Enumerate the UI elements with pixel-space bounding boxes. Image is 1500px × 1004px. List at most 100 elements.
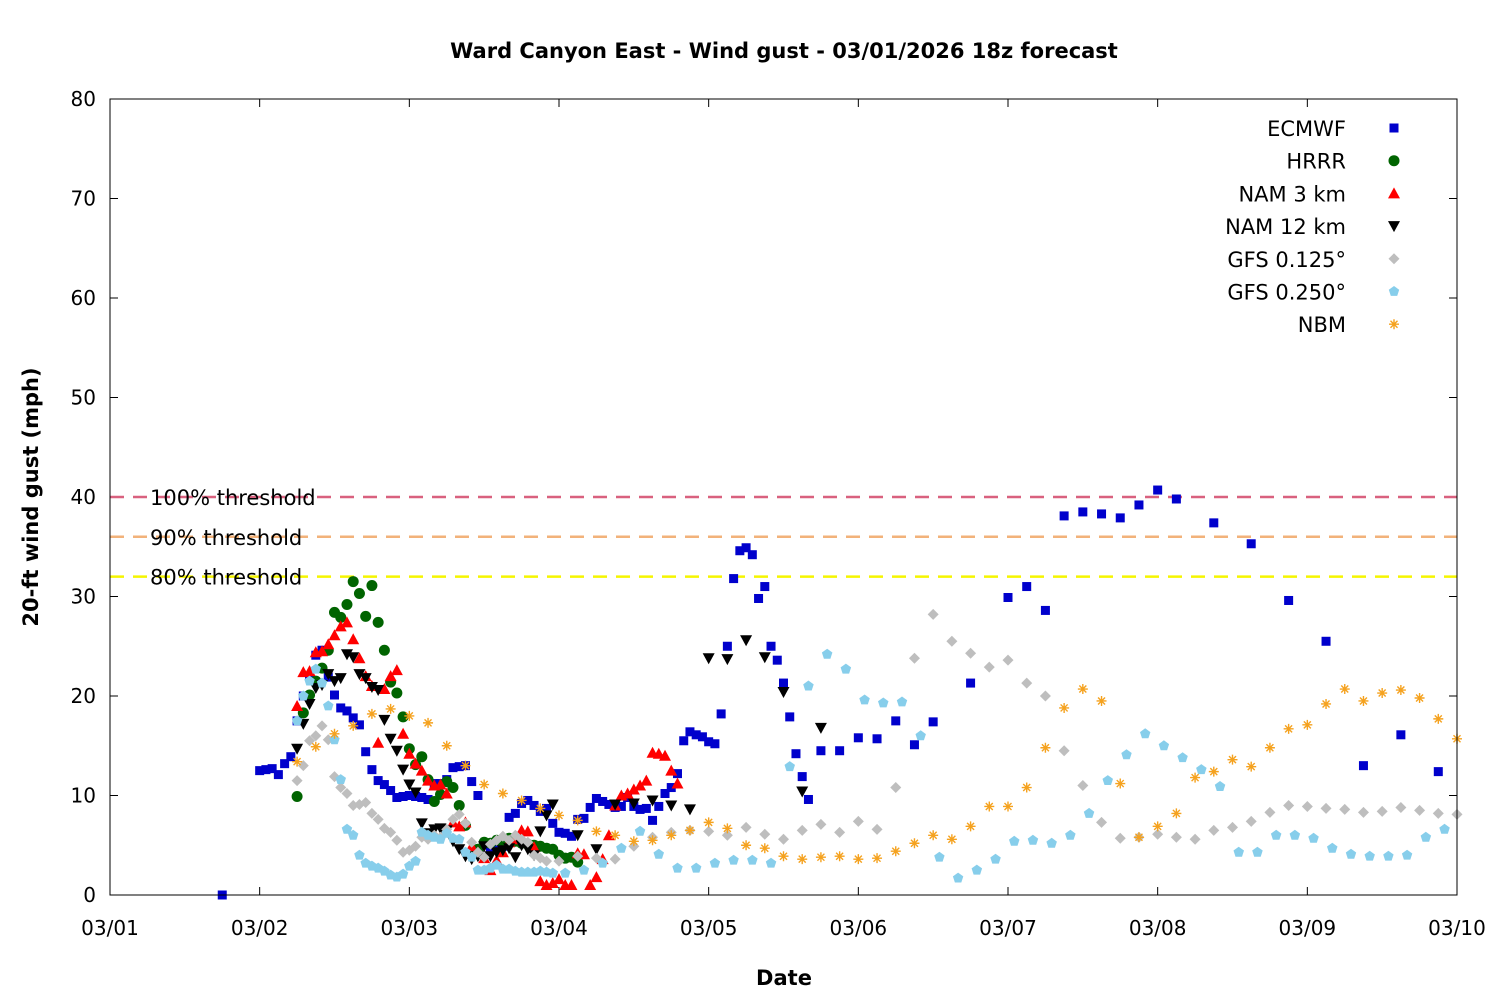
data-point <box>565 879 578 891</box>
data-point <box>340 649 353 661</box>
data-point <box>983 661 995 673</box>
data-point <box>891 716 901 726</box>
data-point <box>890 782 902 794</box>
data-point <box>759 843 770 854</box>
data-point <box>672 769 682 779</box>
data-point <box>1289 829 1301 840</box>
data-point <box>298 690 309 701</box>
data-point <box>1358 761 1368 771</box>
data-point <box>1208 766 1219 777</box>
data-point <box>273 770 283 780</box>
data-point <box>546 799 559 811</box>
data-point <box>1152 828 1164 840</box>
data-point <box>535 803 546 814</box>
data-point <box>386 786 396 796</box>
x-tick-label: 03/10 <box>1428 916 1486 940</box>
data-point <box>261 765 271 775</box>
data-point <box>990 853 1001 864</box>
data-point <box>410 840 422 852</box>
data-point <box>304 675 315 686</box>
data-point <box>422 774 435 786</box>
data-point <box>354 720 364 730</box>
data-point <box>747 550 757 560</box>
data-point <box>385 826 397 838</box>
data-point <box>447 813 459 825</box>
data-point <box>740 821 752 833</box>
data-point <box>397 711 409 723</box>
data-point <box>1396 730 1406 740</box>
data-point <box>267 764 277 774</box>
data-point <box>803 680 814 691</box>
data-point <box>453 799 465 811</box>
data-point <box>835 746 845 756</box>
data-point <box>685 727 695 737</box>
data-point <box>604 799 614 809</box>
y-tick-label: 30 <box>71 585 96 609</box>
data-point <box>378 644 390 656</box>
data-point <box>814 722 827 734</box>
data-point <box>796 824 808 836</box>
data-point <box>1114 832 1126 844</box>
data-point <box>334 620 347 632</box>
data-point <box>1246 761 1257 772</box>
data-point <box>479 779 490 790</box>
data-point <box>310 741 321 752</box>
data-point <box>291 775 303 787</box>
data-point <box>646 795 659 807</box>
data-point <box>1433 767 1443 777</box>
data-point <box>378 714 391 726</box>
data-point <box>591 826 602 837</box>
data-point <box>859 694 870 705</box>
data-point <box>609 799 622 811</box>
data-point <box>647 835 658 846</box>
data-point <box>460 760 471 771</box>
data-point <box>503 843 516 855</box>
data-point <box>772 655 782 665</box>
data-point <box>952 872 964 883</box>
data-point <box>791 749 801 759</box>
data-point <box>679 736 689 746</box>
data-point <box>934 851 945 862</box>
data-point <box>503 834 515 846</box>
data-point <box>759 828 771 840</box>
data-point <box>1433 713 1444 724</box>
y-tick-label: 70 <box>71 187 96 211</box>
data-point <box>740 635 753 647</box>
data-point <box>1227 821 1238 833</box>
data-point <box>330 690 339 700</box>
data-point <box>391 834 403 846</box>
data-point <box>384 733 397 745</box>
y-tick-label: 0 <box>83 883 96 907</box>
data-point <box>453 844 466 856</box>
data-point <box>703 817 714 828</box>
x-tick-label: 03/09 <box>1279 916 1337 940</box>
x-tick-label: 03/06 <box>830 916 888 940</box>
data-point <box>784 761 795 772</box>
data-point <box>1420 831 1432 842</box>
data-point <box>1264 806 1276 818</box>
data-point <box>280 759 290 769</box>
data-point <box>853 733 863 743</box>
legend-label: GFS 0.125° <box>1227 248 1346 272</box>
data-point <box>334 673 347 685</box>
data-point <box>1096 695 1107 706</box>
data-point <box>797 854 808 865</box>
data-point <box>1140 728 1151 739</box>
data-point <box>372 685 385 697</box>
data-point <box>292 756 303 767</box>
data-point <box>546 877 559 889</box>
data-point <box>553 873 565 885</box>
x-axis-label: Date <box>756 966 812 990</box>
threshold-label: 100% threshold <box>150 486 316 510</box>
data-point <box>1171 494 1181 504</box>
data-point <box>778 833 789 845</box>
data-point <box>504 812 514 822</box>
data-point <box>566 831 576 841</box>
data-point <box>1339 684 1350 695</box>
data-point <box>1246 539 1256 549</box>
data-point <box>541 855 553 867</box>
data-point <box>336 703 346 713</box>
data-point <box>909 838 920 849</box>
data-point <box>1252 846 1263 857</box>
legend: ECMWF HRRR NAM 3 km NAM 12 km GFS 0.125° GFS … <box>1225 117 1400 337</box>
